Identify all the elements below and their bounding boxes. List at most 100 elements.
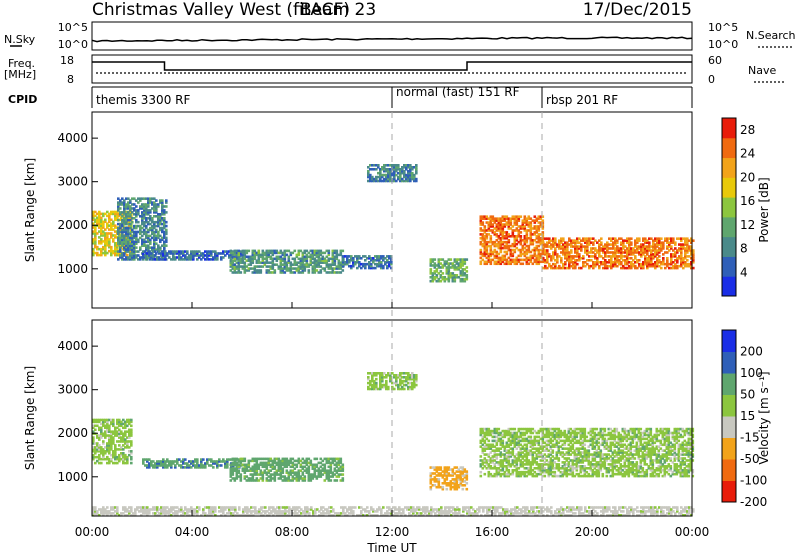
echo-cell — [511, 254, 515, 258]
echo-cell — [108, 418, 111, 422]
echo-cell — [479, 250, 483, 254]
echo-cell — [616, 264, 619, 268]
echo-cell — [497, 447, 501, 450]
echo-cell — [393, 169, 396, 173]
echo-cell — [554, 247, 557, 250]
echo-cell — [243, 253, 247, 257]
echo-cell — [455, 470, 459, 473]
echo-cell — [333, 473, 337, 476]
echo-cell — [497, 229, 501, 232]
echo-cell — [337, 261, 341, 264]
echo-cell — [507, 449, 511, 452]
echo-cell — [376, 264, 379, 268]
echo-cell — [315, 465, 319, 469]
echo-cell — [503, 254, 507, 258]
echo-cell — [674, 264, 677, 268]
echo-cell — [578, 266, 581, 270]
echo-cell — [329, 267, 333, 270]
echo-cell — [243, 471, 247, 474]
echo-cell — [521, 225, 525, 228]
echo-cell — [517, 225, 521, 228]
echo-cell — [235, 461, 239, 465]
echo-cell — [112, 452, 115, 455]
echo-cell — [539, 437, 543, 441]
echo-cell — [634, 245, 637, 248]
echo-cell — [521, 223, 525, 226]
echo-cell — [188, 460, 191, 463]
echo-cell — [379, 387, 382, 391]
echo-cell — [142, 254, 145, 257]
echo-cell — [98, 426, 101, 430]
echo-cell — [102, 232, 105, 235]
echo-cell — [381, 383, 384, 387]
echo-cell — [682, 259, 685, 262]
echo-cell — [533, 429, 537, 433]
echo-cell — [499, 225, 503, 228]
echo-cell — [544, 261, 547, 264]
echo-cell — [335, 463, 339, 467]
echo-cell — [491, 449, 495, 452]
echo-cell — [228, 250, 231, 253]
echo-cell — [529, 439, 533, 443]
echo-cell — [485, 217, 489, 220]
echo-cell — [94, 420, 97, 424]
echo-cell — [293, 467, 297, 470]
echo-cell — [650, 245, 653, 248]
echo-cell — [527, 237, 531, 240]
echo-cell — [375, 372, 378, 375]
echo-cell — [562, 237, 565, 240]
echo-cell — [267, 261, 271, 264]
echo-cell — [439, 274, 443, 277]
echo-cell — [339, 265, 343, 268]
echo-cell — [564, 249, 567, 252]
echo-cell — [114, 212, 117, 216]
echo-cell — [584, 245, 587, 248]
echo-cell — [435, 264, 439, 267]
echo-cell — [331, 261, 335, 264]
echo-cell — [499, 258, 503, 262]
echo-cell — [515, 239, 519, 242]
echo-cell — [119, 222, 122, 226]
echo-cell — [265, 271, 269, 274]
echo-cell — [102, 212, 105, 216]
echo-cell — [680, 261, 683, 264]
echo-cell — [139, 230, 142, 234]
echo-cell — [299, 259, 303, 262]
echo-cell — [151, 203, 154, 206]
echo-cell — [291, 271, 295, 274]
echo-cell — [612, 247, 615, 250]
echo-cell — [433, 476, 437, 479]
echo-cell — [553, 457, 557, 460]
echo-cell — [533, 258, 537, 262]
echo-cell — [435, 274, 439, 277]
echo-cell — [149, 228, 152, 232]
echo-cell — [658, 251, 661, 254]
echo-cell — [327, 253, 331, 257]
echo-cell — [129, 238, 132, 242]
echo-cell — [196, 258, 199, 261]
echo-cell — [535, 254, 539, 258]
echo-cell — [277, 461, 281, 465]
echo-cell — [251, 467, 255, 470]
echo-cell — [505, 467, 509, 470]
echo-cell — [598, 255, 601, 258]
echo-cell — [618, 251, 621, 254]
echo-cell — [160, 252, 163, 255]
echo-cell — [333, 457, 337, 461]
echo-cell — [672, 266, 675, 270]
echo-cell — [229, 471, 233, 474]
echo-cell — [139, 246, 142, 249]
echo-cell — [147, 211, 150, 214]
echo-cell — [622, 243, 625, 246]
echo-cell — [632, 247, 635, 250]
echo-cell — [381, 168, 384, 171]
echo-cell — [92, 232, 95, 235]
echo-cell — [200, 464, 203, 467]
echo-cell — [401, 171, 404, 175]
echo-cell — [339, 263, 343, 266]
echo-cell — [251, 257, 255, 261]
echo-cell — [570, 255, 573, 258]
echo-cell — [100, 422, 103, 426]
echo-cell — [600, 241, 603, 244]
echo-cell — [337, 259, 341, 262]
